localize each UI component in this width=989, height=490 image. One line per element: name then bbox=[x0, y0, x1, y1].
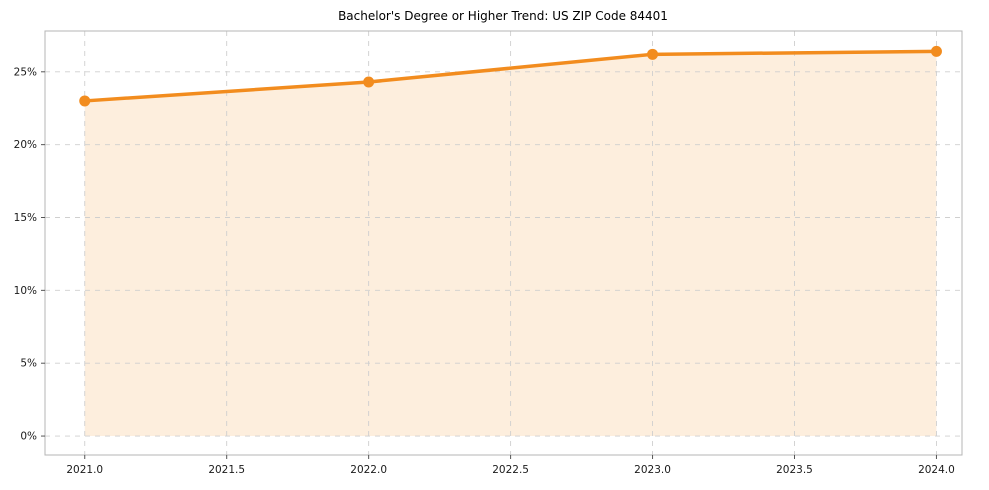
x-tick-label: 2024.0 bbox=[918, 464, 955, 476]
trend-line bbox=[82, 49, 939, 103]
data-point-marker bbox=[363, 76, 375, 88]
x-tick-label: 2021.5 bbox=[208, 464, 245, 476]
y-tick-label: 0% bbox=[20, 431, 37, 443]
x-tick-label: 2023.0 bbox=[634, 464, 671, 476]
x-tick-label: 2021.0 bbox=[66, 464, 103, 476]
y-tick-label: 5% bbox=[20, 358, 37, 370]
y-tick-label: 20% bbox=[14, 139, 37, 151]
data-point-marker bbox=[79, 95, 91, 107]
y-tick-label: 25% bbox=[14, 66, 37, 78]
x-tick-label: 2023.5 bbox=[776, 464, 813, 476]
x-tick-label: 2022.5 bbox=[492, 464, 529, 476]
data-point-marker bbox=[930, 45, 942, 57]
y-tick-label: 10% bbox=[14, 285, 37, 297]
plot-border bbox=[44, 30, 963, 456]
chart-title: Bachelor's Degree or Higher Trend: US ZI… bbox=[338, 9, 668, 23]
plot-area: 2021.0 2021.5 2022.0 2022.5 2023.0 2023.5 2024… bbox=[14, 30, 963, 476]
y-tick-label: 15% bbox=[14, 212, 37, 224]
data-point-marker bbox=[647, 48, 659, 60]
x-tick-label: 2022.0 bbox=[350, 464, 387, 476]
